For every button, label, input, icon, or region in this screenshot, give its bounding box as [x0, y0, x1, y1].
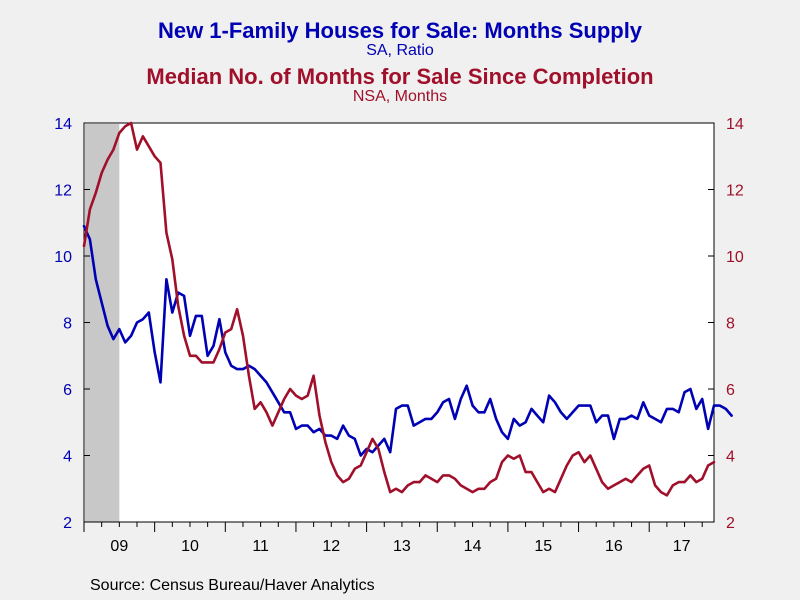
y-right-tick-label: 6	[726, 382, 735, 399]
x-tick-label: 14	[464, 538, 482, 555]
x-tick-label: 10	[181, 538, 199, 555]
recession-shade	[85, 124, 120, 522]
x-tick-label: 11	[252, 538, 269, 555]
y-right-tick-label: 10	[726, 249, 744, 266]
chart-subtitle-1: SA, Ratio	[366, 42, 434, 59]
y-right-tick-label: 4	[726, 449, 735, 466]
y-left-tick-label: 6	[63, 382, 72, 399]
y-left-tick-label: 4	[63, 449, 72, 466]
x-tick-label: 15	[534, 538, 552, 555]
y-left-tick-label: 12	[54, 183, 72, 200]
x-tick-label: 12	[322, 538, 340, 555]
x-tick-label: 13	[393, 538, 411, 555]
x-tick-label: 16	[605, 538, 623, 555]
plot-area	[84, 123, 714, 522]
y-right-tick-label: 12	[726, 183, 744, 200]
chart-title-1: New 1-Family Houses for Sale: Months Sup…	[157, 18, 643, 43]
y-right-tick-label: 14	[726, 116, 744, 133]
x-tick-label: 09	[110, 538, 128, 555]
y-right-tick-label: 8	[726, 316, 735, 333]
y-left-tick-label: 8	[63, 316, 72, 333]
chart-subtitle-2: NSA, Months	[352, 88, 448, 105]
series-line-1	[82, 224, 733, 457]
y-left-tick-label: 2	[63, 515, 72, 532]
y-left-tick-label: 14	[54, 116, 72, 133]
y-left-tick-label: 10	[54, 249, 72, 266]
y-right-tick-label: 2	[726, 515, 735, 532]
x-tick-label: 17	[673, 538, 691, 555]
chart-title-2: Median No. of Months for Sale Since Comp…	[146, 64, 654, 89]
series-line-2	[82, 121, 716, 497]
source-note: Source: Census Bureau/Haver Analytics	[90, 577, 375, 594]
